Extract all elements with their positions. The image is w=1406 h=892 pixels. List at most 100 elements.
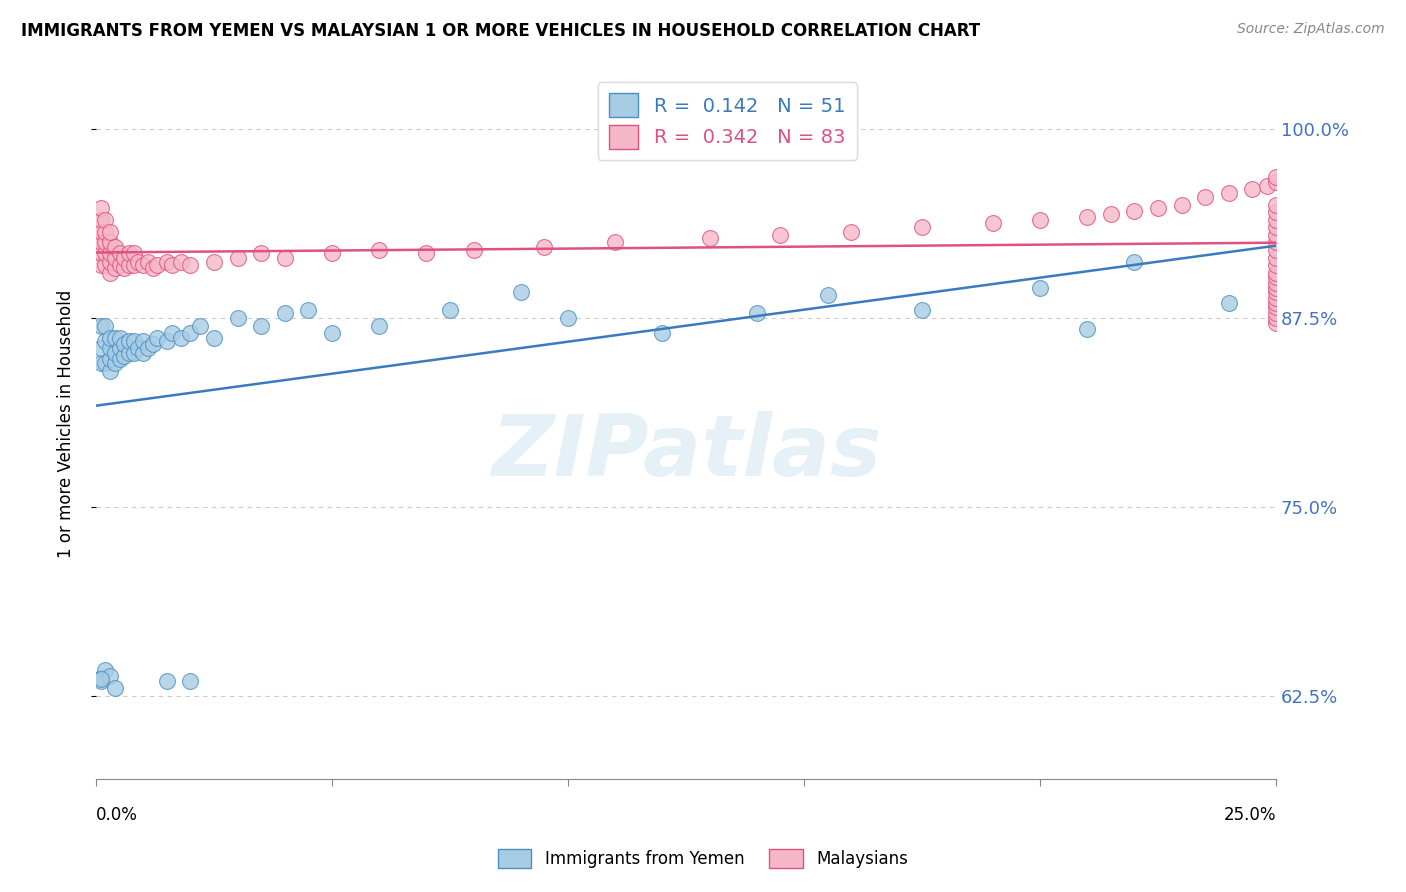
Point [94, 318, 117, 333]
Point [1029, 212, 1052, 227]
Point [170, 255, 193, 269]
Point [1218, 186, 1240, 200]
Point [90, 201, 112, 215]
Point [1265, 281, 1288, 295]
Point [94, 235, 117, 250]
Point [439, 303, 461, 318]
Point [146, 331, 169, 345]
Point [1256, 179, 1278, 194]
Point [118, 246, 141, 260]
Point [112, 336, 135, 351]
Point [90, 258, 112, 272]
Point [839, 225, 862, 239]
Point [98, 225, 121, 239]
Point [368, 243, 391, 257]
Point [108, 341, 131, 355]
Point [1265, 175, 1288, 189]
Point [226, 311, 249, 326]
Point [90, 225, 112, 239]
Point [1265, 212, 1288, 227]
Point [1265, 266, 1288, 280]
Point [911, 303, 934, 318]
Point [112, 349, 135, 363]
Point [202, 255, 225, 269]
Point [98, 669, 121, 683]
Point [981, 216, 1004, 230]
Point [156, 673, 179, 688]
Point [156, 334, 179, 348]
Point [104, 331, 127, 345]
Point [98, 331, 121, 345]
Point [1076, 321, 1098, 335]
Point [911, 220, 934, 235]
Point [170, 331, 193, 345]
Point [509, 285, 531, 300]
Point [104, 356, 127, 370]
Point [122, 246, 145, 260]
Point [132, 258, 155, 272]
Point [108, 258, 131, 272]
Point [1265, 291, 1288, 305]
Point [1076, 210, 1098, 224]
Point [1147, 201, 1170, 215]
Point [90, 212, 112, 227]
Point [90, 673, 112, 688]
Point [321, 246, 343, 260]
Point [90, 246, 112, 260]
Point [98, 255, 121, 269]
Point [136, 341, 159, 355]
Point [179, 258, 201, 272]
Text: 0.0%: 0.0% [96, 806, 138, 824]
Point [112, 261, 135, 276]
Point [202, 331, 225, 345]
Point [98, 351, 121, 366]
Point [188, 318, 211, 333]
Point [250, 318, 273, 333]
Point [745, 306, 768, 320]
Point [90, 235, 112, 250]
Point [94, 258, 117, 272]
Point [108, 331, 131, 345]
Point [132, 334, 155, 348]
Point [226, 251, 249, 265]
Point [136, 255, 159, 269]
Y-axis label: 1 or more Vehicles in Household: 1 or more Vehicles in Household [58, 290, 75, 558]
Point [118, 334, 141, 348]
Point [817, 288, 839, 302]
Point [1265, 243, 1288, 257]
Point [94, 356, 117, 370]
Text: ZIPatlas: ZIPatlas [491, 411, 882, 494]
Point [98, 246, 121, 260]
Point [108, 351, 131, 366]
Point [90, 341, 112, 355]
Point [94, 246, 117, 260]
Point [90, 318, 112, 333]
Point [179, 326, 201, 340]
Point [108, 246, 131, 260]
Point [1265, 251, 1288, 265]
Point [98, 235, 121, 250]
Point [104, 261, 127, 276]
Point [769, 227, 792, 242]
Text: 25.0%: 25.0% [1223, 806, 1277, 824]
Point [651, 326, 673, 340]
Point [1241, 182, 1264, 196]
Point [1218, 296, 1240, 310]
Point [605, 235, 627, 250]
Legend: Immigrants from Yemen, Malaysians: Immigrants from Yemen, Malaysians [492, 842, 914, 875]
Point [118, 258, 141, 272]
Point [368, 318, 391, 333]
Point [142, 261, 165, 276]
Point [1265, 285, 1288, 300]
Point [90, 671, 112, 685]
Point [321, 326, 343, 340]
Point [156, 255, 179, 269]
Point [1265, 306, 1288, 320]
Point [122, 334, 145, 348]
Point [94, 334, 117, 348]
Point [98, 266, 121, 280]
Point [1265, 311, 1288, 326]
Point [1265, 316, 1288, 330]
Point [1194, 190, 1216, 204]
Point [1029, 281, 1052, 295]
